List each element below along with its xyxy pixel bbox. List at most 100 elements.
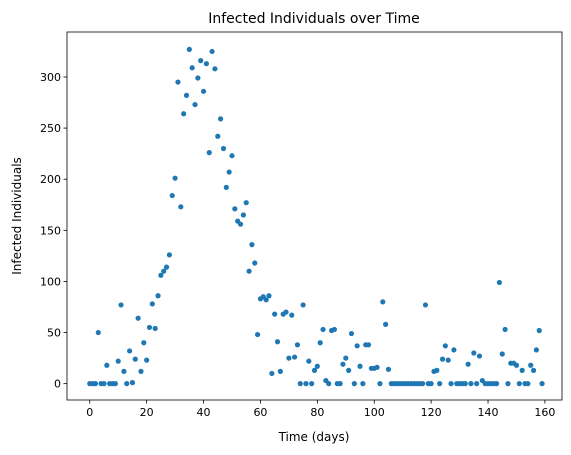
data-point — [272, 311, 278, 317]
data-point — [172, 175, 178, 181]
data-point — [476, 353, 483, 359]
data-point — [465, 361, 471, 367]
data-point — [357, 363, 363, 369]
data-point — [530, 367, 537, 373]
data-point — [232, 206, 238, 212]
data-point — [286, 355, 292, 361]
data-point — [528, 362, 534, 368]
data-point — [141, 340, 147, 346]
data-point — [203, 61, 209, 67]
data-point — [533, 347, 540, 353]
x-tick-label: 60 — [253, 406, 267, 419]
data-point — [189, 65, 195, 71]
data-point — [243, 200, 249, 206]
y-axis: 0 50 100 150 200 250 300 — [40, 71, 67, 391]
data-point — [428, 381, 434, 387]
data-point — [166, 252, 173, 258]
data-point — [132, 356, 138, 362]
data-point — [149, 301, 155, 307]
y-tick-label: 300 — [40, 71, 61, 84]
data-point — [181, 111, 187, 117]
data-point — [505, 381, 511, 387]
data-point — [471, 350, 477, 356]
data-point — [309, 381, 315, 387]
data-point — [218, 116, 224, 122]
data-point — [215, 133, 221, 139]
data-point — [183, 92, 190, 98]
data-point — [314, 363, 320, 369]
data-point — [326, 381, 332, 387]
data-point — [226, 169, 232, 175]
data-point — [385, 366, 392, 372]
data-point — [112, 381, 118, 387]
data-point — [200, 88, 207, 94]
data-point — [442, 343, 448, 349]
x-tick-label: 20 — [140, 406, 154, 419]
data-point — [300, 302, 306, 308]
data-point — [237, 221, 244, 227]
data-point — [291, 354, 298, 360]
data-point — [240, 212, 246, 218]
data-point — [439, 356, 446, 362]
data-point — [420, 381, 426, 387]
chart-title: Infected Individuals over Time — [208, 11, 420, 27]
data-point — [175, 79, 181, 85]
data-point — [178, 204, 184, 210]
data-point — [121, 368, 127, 374]
data-point — [496, 279, 503, 286]
data-point — [138, 368, 144, 374]
data-point — [311, 367, 318, 373]
data-point — [274, 339, 281, 345]
data-point — [377, 381, 383, 387]
x-tick-label: 0 — [86, 406, 93, 419]
data-point — [536, 327, 542, 334]
data-point — [101, 381, 107, 387]
data-point — [434, 367, 440, 373]
data-point — [516, 381, 522, 387]
data-point — [354, 343, 360, 349]
y-tick-label: 150 — [40, 224, 61, 237]
y-tick-label: 200 — [40, 173, 61, 186]
data-point — [209, 48, 215, 55]
x-tick-label: 100 — [364, 406, 385, 419]
data-point — [126, 348, 133, 354]
data-point — [255, 331, 261, 338]
data-point — [118, 302, 124, 308]
x-tick-label: 80 — [310, 406, 324, 419]
data-point — [360, 381, 366, 387]
data-point — [146, 324, 153, 331]
data-point — [95, 329, 101, 336]
data-point — [445, 357, 451, 363]
plot-frame — [66, 31, 563, 401]
data-point — [144, 357, 150, 363]
data-point — [451, 347, 457, 353]
data-point — [129, 380, 136, 386]
data-point — [343, 355, 349, 361]
data-point — [124, 381, 130, 387]
data-point — [499, 351, 505, 357]
data-point — [346, 367, 352, 373]
data-point — [374, 364, 380, 370]
plot-area — [87, 46, 545, 387]
data-point — [246, 268, 252, 274]
x-axis: 0 20 40 60 80 100 120 140 160 — [86, 400, 555, 419]
data-point — [206, 150, 212, 156]
data-point — [474, 381, 480, 387]
data-point — [462, 381, 468, 387]
data-point — [192, 101, 198, 108]
data-point — [223, 184, 229, 190]
data-point — [169, 192, 175, 199]
data-point — [283, 309, 289, 315]
data-point — [303, 381, 309, 387]
y-axis-label: Infected Individuals — [10, 157, 24, 275]
data-point — [351, 381, 357, 387]
data-point — [163, 264, 170, 270]
data-point — [135, 315, 141, 321]
data-point — [294, 342, 301, 348]
data-point — [337, 381, 343, 387]
data-point — [115, 358, 121, 364]
data-point — [152, 325, 158, 332]
x-tick-label: 40 — [197, 406, 211, 419]
data-point — [437, 381, 443, 387]
